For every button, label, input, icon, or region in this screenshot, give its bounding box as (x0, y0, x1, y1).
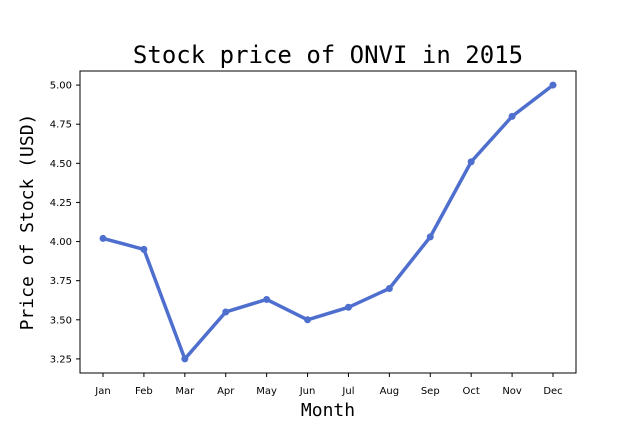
x-tick-label: Mar (175, 386, 195, 397)
series-layer (99, 81, 557, 363)
data-point (263, 295, 271, 303)
x-tick-label: Dec (543, 386, 562, 397)
data-point (304, 316, 312, 324)
y-tick-label: 4.00 (50, 237, 72, 248)
y-tick-label: 4.25 (50, 198, 72, 209)
data-point (344, 303, 352, 311)
data-point (467, 158, 475, 166)
data-point (508, 112, 516, 120)
y-tick-label: 3.25 (50, 354, 72, 365)
x-tick-label: Aug (380, 386, 400, 397)
y-tick-label: 4.75 (50, 120, 72, 131)
x-axis: Jan Feb Mar Apr May Jun Jul Aug Sep Oct Nov Dec (94, 373, 563, 397)
x-tick-label: Jun (299, 386, 316, 397)
data-point (426, 233, 434, 241)
y-tick-label: 4.50 (50, 159, 72, 170)
data-point (385, 285, 393, 293)
y-tick-label: 3.50 (50, 315, 72, 326)
y-tick-label: 5.00 (50, 81, 72, 92)
x-tick-label: Nov (502, 386, 522, 397)
x-tick-label: May (256, 386, 277, 397)
x-axis-label: Month (301, 400, 355, 421)
data-point (222, 308, 230, 316)
chart-title: Stock price of ONVI in 2015 (133, 41, 523, 69)
x-tick-label: Apr (217, 386, 235, 397)
data-point (140, 245, 148, 253)
data-point (99, 234, 107, 242)
data-point (549, 81, 557, 89)
x-tick-label: Oct (463, 386, 480, 397)
y-axis: 3.25 3.50 3.75 4.00 4.25 4.50 4.75 5.00 (50, 81, 80, 365)
y-axis-label: Price of Stock (USD) (17, 114, 38, 331)
y-tick-label: 3.75 (50, 276, 72, 287)
x-tick-label: Feb (135, 386, 153, 397)
x-tick-label: Sep (421, 386, 440, 397)
plot-area (79, 70, 577, 374)
x-tick-label: Jul (341, 386, 354, 397)
data-point (181, 355, 189, 363)
x-tick-label: Jan (94, 386, 110, 397)
series-line (101, 83, 555, 361)
